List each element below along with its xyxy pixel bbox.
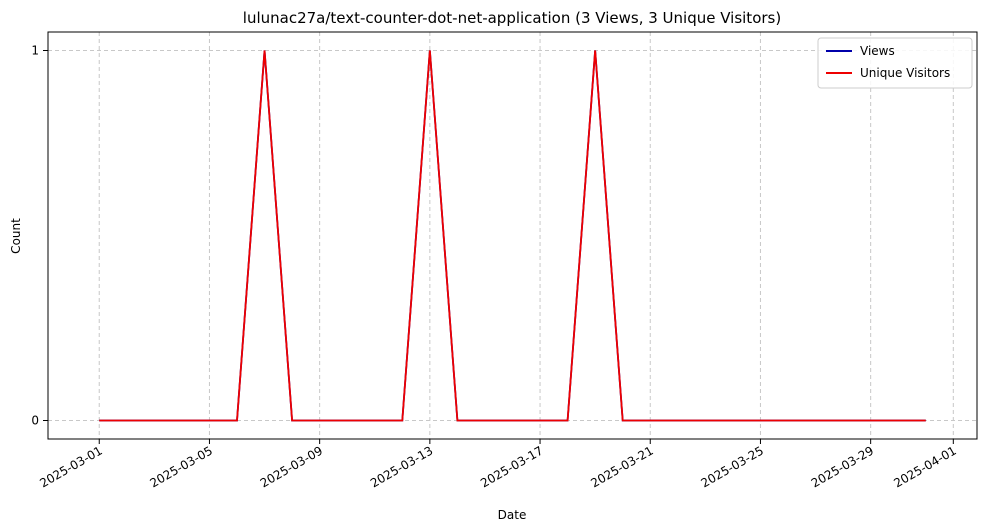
legend: Views Unique Visitors xyxy=(817,37,973,89)
legend-entry: Unique Visitors xyxy=(860,66,950,80)
x-tick-label: 2025-03-09 xyxy=(258,443,325,490)
x-tick-label: 2025-03-17 xyxy=(478,443,545,490)
x-tick-label: 2025-03-21 xyxy=(588,443,655,490)
y-axis: 01 xyxy=(31,44,48,428)
x-tick-label: 2025-03-05 xyxy=(148,443,215,490)
x-axis: 2025-03-01 2025-03-05 2025-03-09 2025-03-13… xyxy=(37,439,959,490)
series-line-views xyxy=(99,50,926,422)
grid xyxy=(48,32,977,439)
x-tick-label: 2025-03-01 xyxy=(37,443,104,490)
x-tick-label: 2025-03-25 xyxy=(699,443,766,490)
x-axis-label: Date xyxy=(498,508,527,522)
legend-entry: Views xyxy=(860,44,895,58)
legend-box xyxy=(817,37,973,89)
x-tick-label: 2025-04-01 xyxy=(891,443,958,490)
plot-frame xyxy=(47,31,978,440)
x-tick-label: 2025-03-13 xyxy=(368,443,435,490)
chart-title: lulunac27a/text-counter-dot-net-applicat… xyxy=(243,9,781,27)
x-tick-label: 2025-03-29 xyxy=(809,443,876,490)
y-tick-label: 0 xyxy=(31,414,39,428)
y-axis-label: Count xyxy=(9,218,23,254)
y-tick-label: 1 xyxy=(31,44,39,58)
series-line-unique-visitors xyxy=(99,50,926,422)
series-group xyxy=(99,50,926,422)
